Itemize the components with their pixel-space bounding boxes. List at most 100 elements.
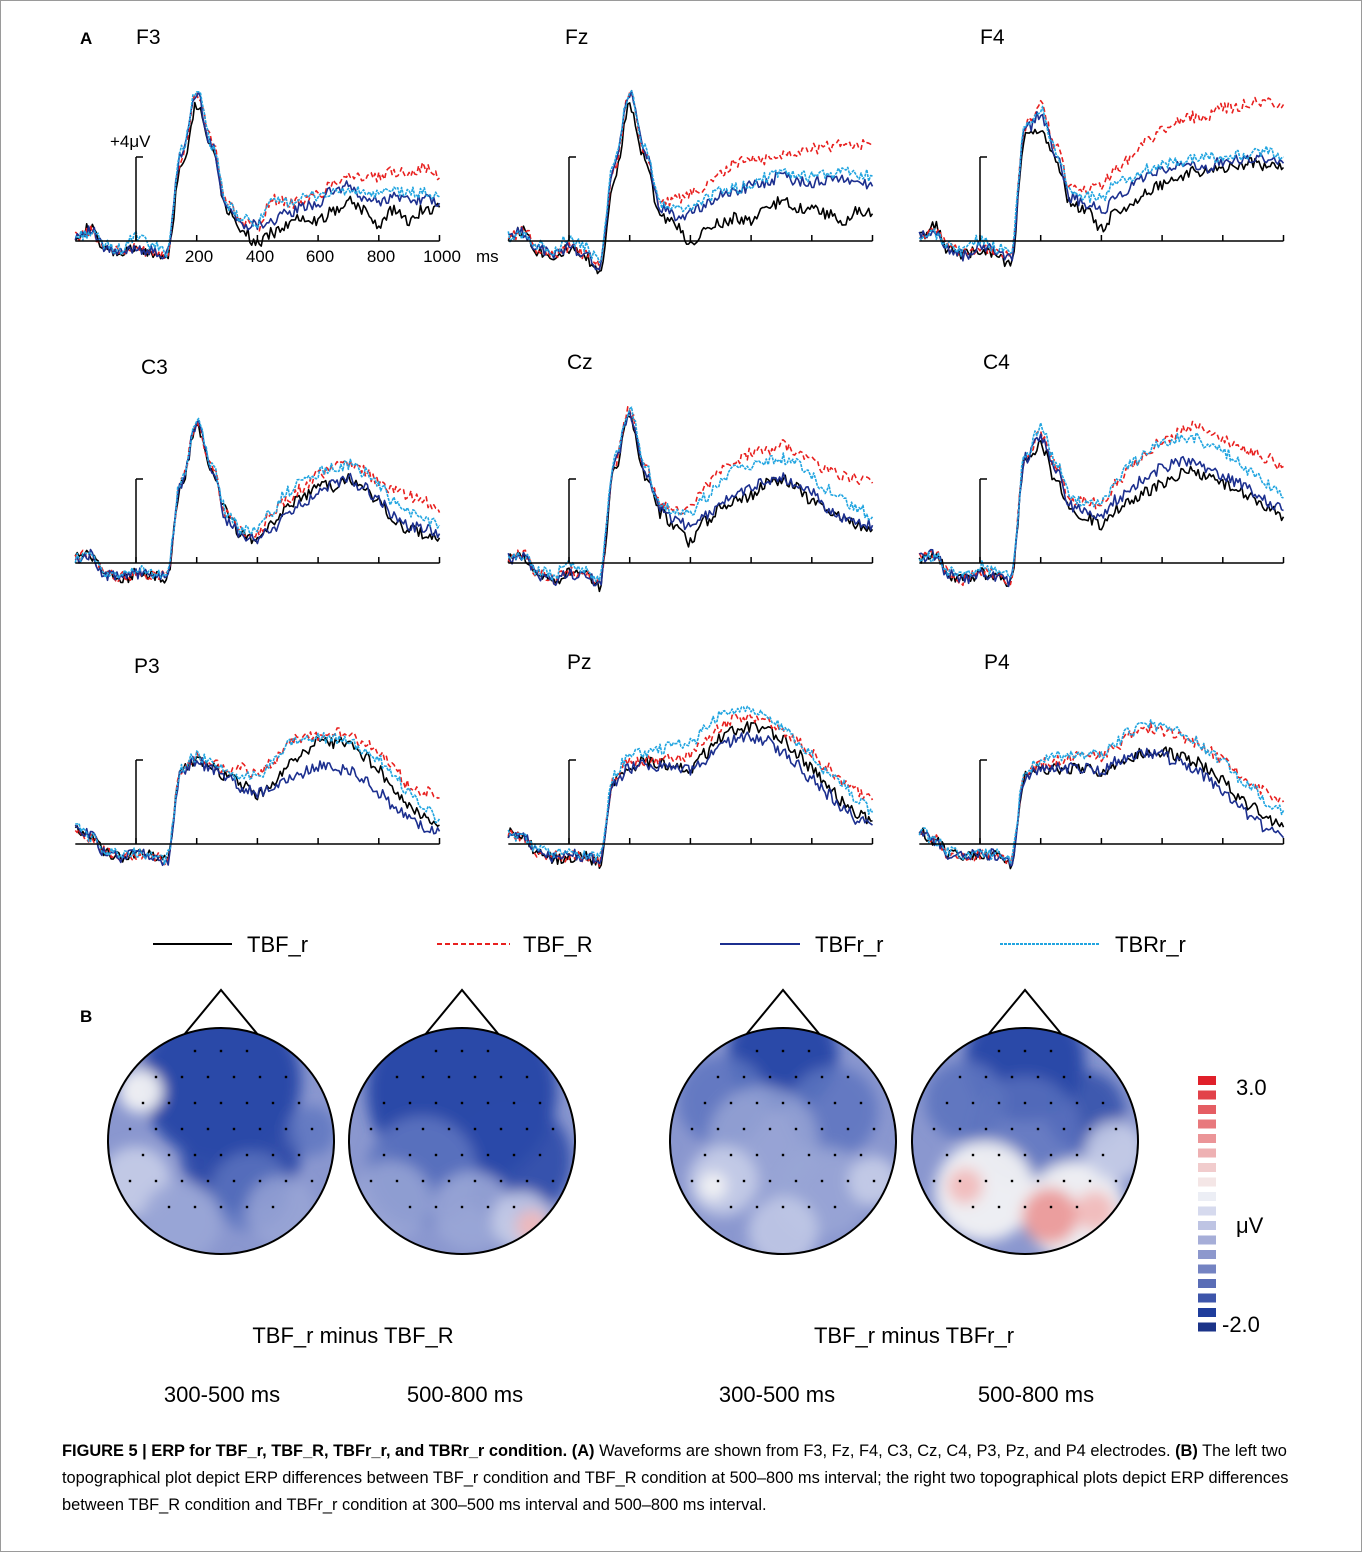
electrode-dot xyxy=(460,1049,464,1053)
electrode-dot xyxy=(447,1179,451,1183)
colorbar-swatch xyxy=(1198,1322,1216,1332)
waveform-fz-tbrr-r xyxy=(507,90,873,264)
erp-panel-fz: Fz xyxy=(507,26,874,275)
topomap-3 xyxy=(669,988,897,1255)
electrode-dot xyxy=(1088,1127,1092,1131)
electrode-dot xyxy=(1036,1127,1040,1131)
electrode-dot xyxy=(1010,1179,1014,1183)
electrode-dot xyxy=(525,1127,529,1131)
electrode-dot xyxy=(958,1075,962,1079)
electrode-dot xyxy=(781,1049,785,1053)
electrode-dot xyxy=(128,1179,132,1183)
erp-panel-pz: Pz xyxy=(507,651,874,869)
electrode-dot xyxy=(382,1153,386,1157)
electrode-dot xyxy=(1023,1153,1027,1157)
electrode-dot xyxy=(807,1101,811,1105)
electrode-dot xyxy=(551,1179,555,1183)
electrode-dot xyxy=(872,1179,876,1183)
erp-panel-f4: F4 xyxy=(918,26,1285,268)
electrode-dot xyxy=(382,1101,386,1105)
figure-caption: FIGURE 5 | ERP for TBF_r, TBF_R, TBFr_r,… xyxy=(62,1438,1342,1519)
electrode-dot xyxy=(833,1205,837,1209)
waveform-p3-tbfr-r xyxy=(74,755,441,867)
colorbar-swatch xyxy=(1198,1235,1216,1245)
electrode-dot xyxy=(807,1153,811,1157)
electrode-label-f4: F4 xyxy=(980,26,1005,49)
electrode-dot xyxy=(997,1049,1001,1053)
electrode-dot xyxy=(219,1049,223,1053)
electrode-dot xyxy=(180,1075,184,1079)
topo-window-label-2: 500-800 ms xyxy=(407,1382,523,1407)
electrode-dot xyxy=(932,1179,936,1183)
waveform-pz-tbrr-r xyxy=(507,705,874,862)
electrode-dot xyxy=(512,1205,516,1209)
electrode-dot xyxy=(421,1179,425,1183)
x-tick-label-800: 800 xyxy=(367,247,395,266)
electrode-dot xyxy=(486,1101,490,1105)
electrode-dot xyxy=(460,1153,464,1157)
electrode-dot xyxy=(284,1075,288,1079)
electrode-dot xyxy=(1049,1205,1053,1209)
electrode-dot xyxy=(997,1205,1001,1209)
legend: TBF_r TBF_R TBFr_r TBRr_r xyxy=(153,932,1186,957)
electrode-dot xyxy=(1114,1179,1118,1183)
electrode-dot xyxy=(729,1101,733,1105)
waveform-cz-tbfr-r xyxy=(507,410,874,587)
electrode-dot xyxy=(128,1127,132,1131)
electrode-dot xyxy=(499,1179,503,1183)
electrode-dot xyxy=(781,1101,785,1105)
electrode-dot xyxy=(1075,1153,1079,1157)
electrode-dot xyxy=(1023,1049,1027,1053)
electrode-dot xyxy=(997,1153,1001,1157)
electrode-dot xyxy=(1101,1153,1105,1157)
head-outline xyxy=(348,1027,576,1255)
electrode-dot xyxy=(180,1127,184,1131)
topomap-field xyxy=(670,1028,896,1254)
electrode-dot xyxy=(193,1101,197,1105)
electrode-dot xyxy=(473,1075,477,1079)
erp-panel-p4: P4 xyxy=(918,651,1285,870)
waveform-f3-tbf-r xyxy=(74,92,440,260)
electrode-dot xyxy=(473,1127,477,1131)
colorbar-swatch xyxy=(1198,1308,1216,1317)
electrode-dot xyxy=(245,1049,249,1053)
electrode-dot xyxy=(703,1101,707,1105)
electrode-label-fz: Fz xyxy=(565,26,588,49)
electrode-dot xyxy=(729,1205,733,1209)
colorbar-swatch xyxy=(1198,1105,1216,1114)
electrode-dot xyxy=(807,1205,811,1209)
electrode-dot xyxy=(984,1179,988,1183)
electrode-dot xyxy=(1088,1179,1092,1183)
electrode-dot xyxy=(971,1153,975,1157)
electrode-dot xyxy=(820,1075,824,1079)
waveform-p4-tbf-r xyxy=(918,722,1285,866)
legend-label-tbf-R: TBF_R xyxy=(523,932,593,957)
electrode-dot xyxy=(716,1075,720,1079)
electrode-dot xyxy=(408,1101,412,1105)
topomap-1 xyxy=(107,988,335,1255)
electrode-dot xyxy=(1023,1205,1027,1209)
electrode-dot xyxy=(206,1179,210,1183)
waveform-pz-tbf-r xyxy=(507,712,874,867)
x-tick-label-600: 600 xyxy=(306,247,334,266)
colorbar-swatch xyxy=(1198,1163,1216,1172)
electrode-dot xyxy=(932,1127,936,1131)
panel-b-letter: B xyxy=(80,1007,92,1026)
topomap-4 xyxy=(911,988,1139,1255)
electrode-dot xyxy=(755,1205,759,1209)
erp-panel-c4: C4 xyxy=(918,351,1285,588)
electrode-dot xyxy=(846,1179,850,1183)
waveform-p4-tbfr-r xyxy=(918,747,1285,867)
electrode-dot xyxy=(525,1075,529,1079)
electrode-dot xyxy=(716,1179,720,1183)
erp-panel-f3: F3 xyxy=(74,26,441,260)
electrode-dot xyxy=(945,1101,949,1105)
nose-marker xyxy=(423,988,501,1037)
electrode-dot xyxy=(206,1127,210,1131)
electrode-dot xyxy=(258,1179,262,1183)
topo-window-label-4: 500-800 ms xyxy=(978,1382,1094,1407)
colorbar-swatch xyxy=(1198,1090,1216,1100)
colorbar-swatch xyxy=(1198,1250,1216,1259)
electrode-dot xyxy=(271,1101,275,1105)
colorbar-swatch xyxy=(1198,1192,1216,1201)
